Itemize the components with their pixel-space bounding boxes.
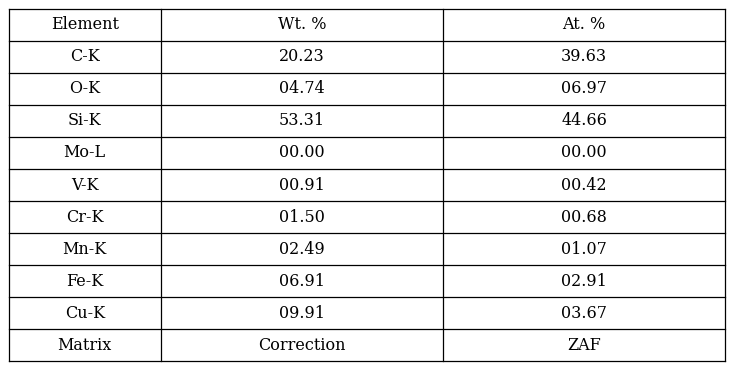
Text: 00.00: 00.00 [562, 144, 607, 161]
Text: 53.31: 53.31 [279, 112, 325, 130]
Text: Mn-K: Mn-K [62, 240, 107, 258]
Text: 00.00: 00.00 [279, 144, 324, 161]
Text: 20.23: 20.23 [279, 48, 324, 65]
Text: 06.97: 06.97 [561, 80, 607, 97]
Text: Mo-L: Mo-L [64, 144, 106, 161]
Text: C-K: C-K [70, 48, 100, 65]
Text: Si-K: Si-K [68, 112, 101, 130]
Text: 39.63: 39.63 [561, 48, 607, 65]
Text: Fe-K: Fe-K [66, 273, 103, 290]
Text: 44.66: 44.66 [561, 112, 607, 130]
Text: O-K: O-K [69, 80, 101, 97]
Text: 00.42: 00.42 [562, 176, 607, 194]
Text: At. %: At. % [562, 16, 606, 33]
Text: 09.91: 09.91 [279, 305, 325, 322]
Text: 03.67: 03.67 [561, 305, 607, 322]
Text: Wt. %: Wt. % [277, 16, 326, 33]
Text: Cr-K: Cr-K [66, 209, 103, 226]
Text: 01.50: 01.50 [279, 209, 324, 226]
Text: Matrix: Matrix [58, 337, 112, 354]
Text: 00.91: 00.91 [279, 176, 324, 194]
Text: Correction: Correction [258, 337, 346, 354]
Text: 02.91: 02.91 [561, 273, 607, 290]
Text: ZAF: ZAF [567, 337, 601, 354]
Text: 01.07: 01.07 [561, 240, 607, 258]
Text: 06.91: 06.91 [279, 273, 325, 290]
Text: 00.68: 00.68 [561, 209, 607, 226]
Text: Cu-K: Cu-K [65, 305, 105, 322]
Text: Element: Element [51, 16, 119, 33]
Text: V-K: V-K [71, 176, 98, 194]
Text: 02.49: 02.49 [279, 240, 324, 258]
Text: 04.74: 04.74 [279, 80, 324, 97]
